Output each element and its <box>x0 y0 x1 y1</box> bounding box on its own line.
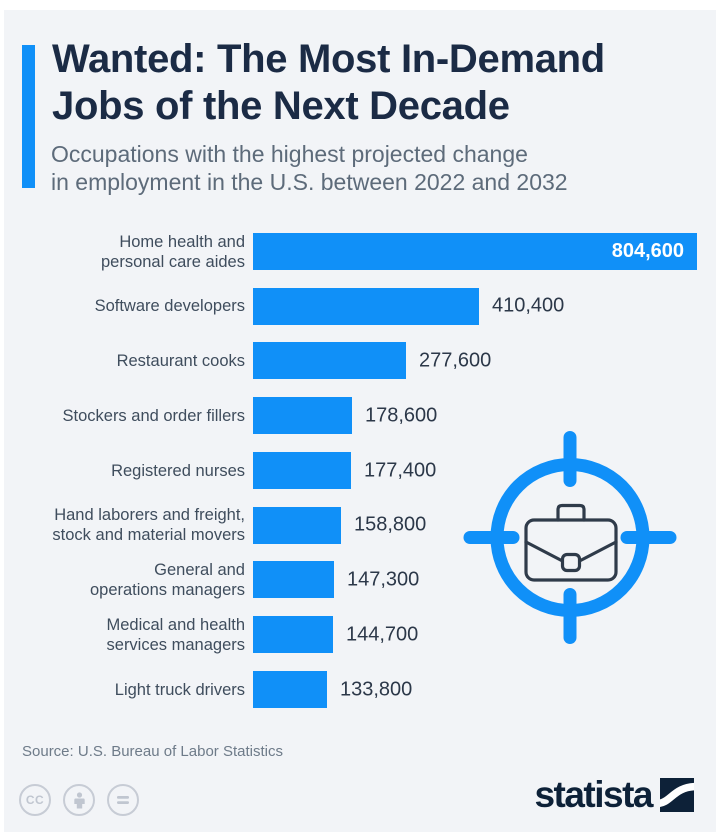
chart-row: Light truck drivers 133,800 <box>0 662 720 717</box>
bar <box>253 287 479 325</box>
chart-row: General and operations managers 147,300 <box>0 553 720 608</box>
title-line-2: Jobs of the Next Decade <box>52 84 510 128</box>
title-accent-bar <box>22 45 35 188</box>
bar-category-label: Stockers and order fillers <box>62 406 246 425</box>
bar-category-label: Home health and personal care aides <box>100 232 245 271</box>
bar <box>253 670 327 708</box>
bar <box>253 616 333 654</box>
equals-glyph <box>117 796 129 804</box>
bar-category-label: General and operations managers <box>89 561 245 599</box>
bar <box>253 506 341 544</box>
bar-category-label: Registered nurses <box>111 461 245 480</box>
bar-value-label: 804,600 <box>611 239 684 262</box>
attribution-icon[interactable] <box>63 784 95 816</box>
bar-category-label: Restaurant cooks <box>116 352 245 370</box>
bar <box>253 561 334 599</box>
bar-value-label: 177,400 <box>364 459 437 481</box>
bar-category-label: Light truck drivers <box>114 680 245 699</box>
cc-icon[interactable]: CC <box>19 784 51 816</box>
target-briefcase-icon <box>463 431 677 644</box>
briefcase-icon <box>524 503 618 582</box>
bar: 804,600 <box>253 232 697 270</box>
chart-row: Registered nurses 177,400 <box>0 443 720 498</box>
crosshair-ring <box>463 431 677 644</box>
bar-value-label: 147,300 <box>347 568 420 591</box>
statista-wordmark: statista <box>534 774 653 815</box>
chart-row: Hand laborers and freight, stock and mate… <box>0 498 720 553</box>
chart-row: Home health and personal care aides 804,60… <box>0 224 720 279</box>
subtitle-line-1: Occupations with the highest projected c… <box>51 141 528 167</box>
statista-logo[interactable]: statista <box>534 774 694 815</box>
chart-row: Restaurant cooks 277,600 <box>0 334 720 389</box>
bar <box>253 397 352 435</box>
bar-value-label: 158,800 <box>354 513 427 536</box>
chart-row: Software developers 410,400 <box>0 279 720 334</box>
page-title: Wanted: The Most In-Demand Jobs of the Ne… <box>52 36 605 130</box>
chart-row: Medical and health services managers 144,7… <box>0 607 720 662</box>
bar <box>253 451 351 489</box>
chart-row: Stockers and order fillers 178,600 <box>0 388 720 443</box>
bar-value-label: 144,700 <box>346 623 419 646</box>
subtitle-line-2: in employment in the U.S. between 2022 a… <box>51 169 568 195</box>
bar-value-label: 410,400 <box>492 294 565 317</box>
bar-category-label: Medical and health services managers <box>106 615 245 654</box>
bar-value-label: 277,600 <box>419 349 492 372</box>
bar-chart: Home health and personal care aides 804,60… <box>0 224 720 718</box>
person-glyph <box>73 791 85 808</box>
title-line-1: Wanted: The Most In-Demand <box>52 37 605 81</box>
statista-mark-icon <box>660 778 694 812</box>
license-icons: CC <box>19 784 139 816</box>
subtitle: Occupations with the highest projected c… <box>51 140 568 196</box>
bar <box>253 342 406 380</box>
bar-value-label: 133,800 <box>340 678 413 700</box>
equals-icon[interactable] <box>107 784 139 816</box>
bar-value-label: 178,600 <box>365 404 438 427</box>
bar-category-label: Software developers <box>94 297 245 316</box>
background-panel <box>4 10 716 832</box>
bar-category-label: Hand laborers and freight, stock and mate… <box>52 506 245 545</box>
source-note: Source: U.S. Bureau of Labor Statistics <box>22 743 283 760</box>
